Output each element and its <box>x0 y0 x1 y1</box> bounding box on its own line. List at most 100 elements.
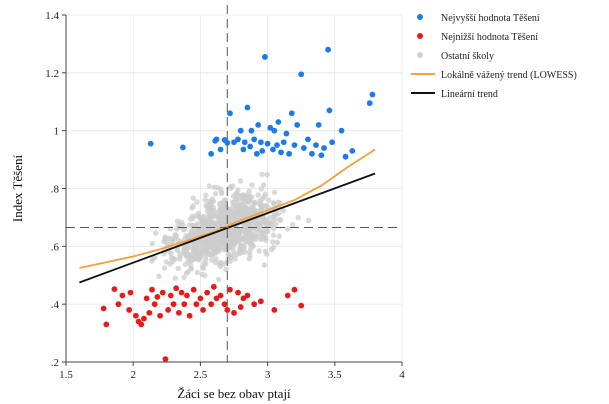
top-school-point <box>270 146 276 153</box>
other-school-point <box>236 192 243 199</box>
other-school-point <box>207 200 214 207</box>
other-schools-cloud <box>149 171 312 283</box>
bottom-school-point <box>154 294 161 300</box>
other-school-point <box>260 182 267 188</box>
top-school-point <box>309 150 315 157</box>
top-school-point <box>224 139 231 146</box>
other-school-point <box>273 221 279 227</box>
bottom-school-point <box>224 307 231 313</box>
other-school-point <box>271 212 278 218</box>
legend-marker <box>417 33 423 39</box>
x-tick-label: 2.5 <box>194 369 208 381</box>
other-school-point <box>189 205 195 211</box>
other-school-point <box>177 256 183 262</box>
bottom-school-point <box>210 283 217 290</box>
other-school-point <box>172 275 179 281</box>
x-axis-title: Žáci se bez obav ptají <box>177 386 291 401</box>
bottom-school-point <box>227 286 233 293</box>
bottom-school-point <box>197 295 204 302</box>
other-school-point <box>200 264 206 271</box>
top-school-point <box>257 139 264 146</box>
other-school-point <box>259 230 266 236</box>
top-school-point <box>147 140 154 147</box>
top-school-point <box>237 127 244 134</box>
bottom-school-point <box>170 301 177 308</box>
y-tick-label: 1 <box>54 126 60 138</box>
bottom-school-point <box>100 305 107 312</box>
other-school-point <box>216 208 222 214</box>
other-school-point <box>198 253 204 259</box>
top-school-point <box>241 139 248 146</box>
x-tick-label: 3.5 <box>328 369 342 381</box>
highlight-points <box>100 46 376 363</box>
other-school-point <box>190 215 196 222</box>
top-school-point <box>315 121 322 128</box>
other-school-point <box>215 276 222 283</box>
bottom-school-point <box>173 285 180 292</box>
top-school-point <box>321 145 327 151</box>
other-school-point <box>187 251 194 258</box>
other-school-point <box>230 248 237 255</box>
legend-marker <box>417 14 423 20</box>
other-school-point <box>258 186 264 192</box>
bottom-school-point <box>237 304 244 310</box>
top-school-point <box>180 144 186 151</box>
bottom-school-point <box>157 312 163 319</box>
top-school-point <box>253 150 260 157</box>
top-school-point <box>264 140 271 147</box>
other-school-point <box>194 252 200 258</box>
bottom-school-point <box>244 292 251 299</box>
bottom-school-point <box>221 301 228 308</box>
top-school-point <box>298 71 305 78</box>
bottom-school-point <box>141 315 147 322</box>
other-school-point <box>181 274 187 281</box>
top-school-point <box>349 148 356 154</box>
other-school-point <box>246 256 253 262</box>
other-school-point <box>219 216 225 223</box>
other-school-point <box>203 192 209 198</box>
top-school-point <box>291 142 298 149</box>
bottom-school-point <box>151 301 158 308</box>
bottom-school-point <box>111 286 118 293</box>
other-school-point <box>223 244 229 251</box>
top-school-point <box>271 127 278 134</box>
bottom-school-point <box>138 321 145 328</box>
bottom-school-point <box>181 301 188 308</box>
other-school-point <box>222 202 228 208</box>
bottom-school-point <box>178 289 185 296</box>
top-school-point <box>325 46 331 53</box>
other-school-point <box>161 265 168 271</box>
other-school-point <box>261 235 267 242</box>
top-school-point <box>208 150 215 157</box>
other-school-point <box>201 260 207 266</box>
other-school-point <box>149 240 155 247</box>
top-school-point <box>247 143 254 150</box>
other-school-point <box>246 188 252 195</box>
top-school-point <box>278 149 284 156</box>
other-school-point <box>219 189 225 196</box>
bottom-school-point <box>193 301 200 308</box>
other-school-point <box>262 220 268 226</box>
other-school-point <box>232 228 239 234</box>
other-school-point <box>229 183 236 189</box>
bottom-school-point <box>190 286 197 293</box>
bottom-school-point <box>186 312 193 319</box>
other-school-point <box>210 207 216 213</box>
legend-label: Lineární trend <box>441 89 498 100</box>
other-school-point <box>230 199 237 206</box>
other-school-point <box>261 262 267 268</box>
other-school-point <box>270 232 277 238</box>
other-school-point <box>246 235 253 241</box>
legend-label: Ostatní školy <box>441 51 494 62</box>
other-school-point <box>255 222 262 228</box>
other-school-point <box>262 203 268 209</box>
other-school-point <box>203 253 209 259</box>
bottom-school-point <box>251 301 258 308</box>
other-school-point <box>188 265 194 272</box>
other-school-point <box>271 189 278 195</box>
other-school-point <box>190 195 196 201</box>
other-school-point <box>242 249 248 255</box>
other-school-point <box>206 183 213 189</box>
other-school-point <box>284 226 291 232</box>
other-school-point <box>257 203 264 209</box>
